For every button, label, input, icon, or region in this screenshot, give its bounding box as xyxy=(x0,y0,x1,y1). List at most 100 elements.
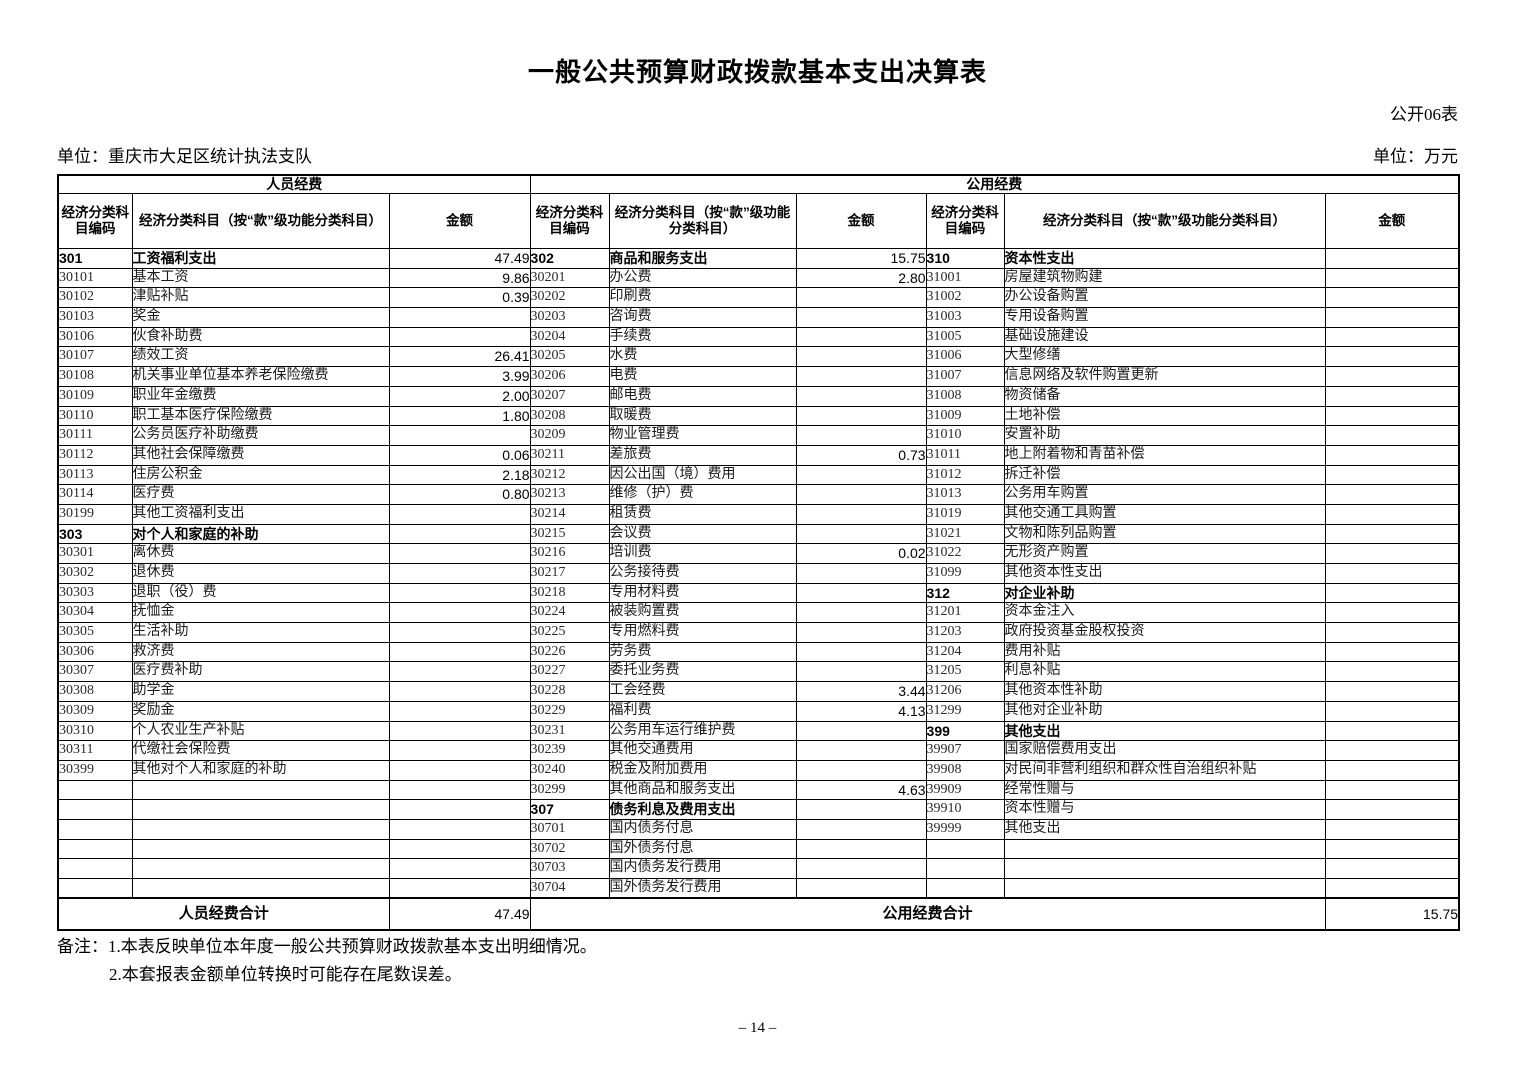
cell-subject: 其他对企业补助 xyxy=(1003,700,1326,722)
cell-amount xyxy=(388,582,531,604)
col-header-amount-3: 金额 xyxy=(1324,193,1460,249)
cell-code: 30226 xyxy=(529,641,610,663)
table-row: 30703 国内债务发行费用 xyxy=(57,858,1460,879)
cell-subject: 资本性赠与 xyxy=(1003,799,1326,820)
cell-amount xyxy=(1324,779,1460,801)
cell-code: 39907 xyxy=(925,740,1005,761)
cell-amount xyxy=(388,779,531,801)
cell-amount xyxy=(388,759,531,781)
cell-amount: 0.02 xyxy=(795,543,927,564)
cell-code: 30303 xyxy=(57,582,133,604)
cell-subject: 专用设备购置 xyxy=(1003,307,1326,328)
table-row: 30114 医疗费 0.80 30213 维修（护）费 31013 公务用车购置 xyxy=(57,484,1460,505)
notes-block: 备注：1.本表反映单位本年度一般公共预算财政拨款基本支出明细情况。 2.本套报表… xyxy=(57,933,1357,989)
cell-subject: 公务用车购置 xyxy=(1003,484,1326,505)
unit-org-label: 单位：重庆市大足区统计执法支队 xyxy=(57,147,312,166)
cell-code: 31299 xyxy=(925,700,1005,722)
cell-subject: 债务利息及费用支出 xyxy=(608,799,797,820)
cell-subject: 职业年金缴费 xyxy=(131,385,390,407)
cell-amount xyxy=(1324,563,1460,584)
cell-amount xyxy=(795,740,927,761)
cell-subject: 费用补贴 xyxy=(1003,641,1326,663)
cell-subject: 租赁费 xyxy=(608,503,797,525)
cell-amount xyxy=(1324,602,1460,624)
cell-subject: 公务用车运行维护费 xyxy=(608,720,797,742)
totals-row: 人员经费合计 47.49 公用经费合计 15.75 xyxy=(57,897,1460,932)
cell-amount: 0.39 xyxy=(388,287,531,309)
cell-amount xyxy=(1324,700,1460,722)
table-row: 30109 职业年金缴费 2.00 30207 邮电费 31008 物资储备 xyxy=(57,385,1460,407)
cell-amount xyxy=(388,700,531,722)
cell-amount xyxy=(388,641,531,663)
public-total-label: 公用经费合计 xyxy=(529,897,1326,932)
cell-code: 312 xyxy=(925,582,1005,604)
group-header-public: 公用经费 xyxy=(529,174,1460,194)
table-row: 30310 个人农业生产补贴 30231 公务用车运行维护费 399 其他支出 xyxy=(57,720,1460,742)
cell-code: 31201 xyxy=(925,602,1005,624)
cell-code: 31005 xyxy=(925,326,1005,348)
cell-subject: 退职（役）费 xyxy=(131,582,390,604)
cell-amount xyxy=(388,799,531,820)
cell-subject: 基础设施建设 xyxy=(1003,326,1326,348)
cell-subject: 培训费 xyxy=(608,543,797,564)
cell-code: 30399 xyxy=(57,759,133,781)
cell-amount: 2.80 xyxy=(795,267,927,289)
cell-code: 30107 xyxy=(57,346,133,368)
cell-subject: 商品和服务支出 xyxy=(608,248,797,269)
cell-code: 30215 xyxy=(529,523,610,545)
cell-amount: 3.99 xyxy=(388,366,531,387)
cell-code: 30224 xyxy=(529,602,610,624)
cell-subject: 物资储备 xyxy=(1003,385,1326,407)
cell-subject: 信息网络及软件购置更新 xyxy=(1003,366,1326,387)
cell-amount xyxy=(1324,385,1460,407)
cell-subject: 国家赔偿费用支出 xyxy=(1003,740,1326,761)
cell-subject: 专用材料费 xyxy=(608,582,797,604)
table-row: 30108 机关事业单位基本养老保险缴费 3.99 30206 电费 31007 信息网络及… xyxy=(57,366,1460,387)
cell-subject: 办公设备购置 xyxy=(1003,287,1326,309)
table-row: 30103 奖金 30203 咨询费 31003 专用设备购置 xyxy=(57,307,1460,328)
cell-code: 30701 xyxy=(529,818,610,840)
cell-code: 31021 xyxy=(925,523,1005,545)
cell-subject: 经常性赠与 xyxy=(1003,779,1326,801)
cell-code: 30302 xyxy=(57,563,133,584)
cell-code: 30204 xyxy=(529,326,610,348)
cell-code: 30113 xyxy=(57,464,133,486)
table-row: 303 对个人和家庭的补助 30215 会议费 31021 文物和陈列品购置 xyxy=(57,523,1460,545)
cell-amount xyxy=(388,681,531,702)
table-row: 30302 退休费 30217 公务接待费 31099 其他资本性支出 xyxy=(57,563,1460,584)
cell-subject: 房屋建筑物购建 xyxy=(1003,267,1326,289)
cell-amount xyxy=(1324,759,1460,781)
table-row: 30299 其他商品和服务支出 4.63 39909 经常性赠与 xyxy=(57,779,1460,801)
cell-amount xyxy=(1324,484,1460,505)
cell-subject: 其他对个人和家庭的补助 xyxy=(131,759,390,781)
doc-label: 公开06表 xyxy=(1390,105,1458,124)
cell-code: 30231 xyxy=(529,720,610,742)
cell-amount xyxy=(795,503,927,525)
cell-code: 31205 xyxy=(925,661,1005,683)
cell-amount: 0.80 xyxy=(388,484,531,505)
cell-amount: 4.13 xyxy=(795,700,927,722)
col-header-code-1: 经济分类科目编码 xyxy=(57,193,133,249)
cell-amount xyxy=(388,878,531,899)
cell-subject: 住房公积金 xyxy=(131,464,390,486)
cell-code xyxy=(57,858,133,879)
unit-money-label: 单位：万元 xyxy=(1373,147,1458,166)
cell-code: 30310 xyxy=(57,720,133,742)
cell-code: 31204 xyxy=(925,641,1005,663)
cell-subject: 差旅费 xyxy=(608,444,797,466)
cell-subject: 大型修缮 xyxy=(1003,346,1326,368)
cell-amount xyxy=(1324,740,1460,761)
cell-subject: 税金及附加费用 xyxy=(608,759,797,781)
cell-amount xyxy=(388,858,531,879)
cell-subject: 国内债务发行费用 xyxy=(608,858,797,879)
cell-amount xyxy=(388,307,531,328)
cell-subject: 对个人和家庭的补助 xyxy=(131,523,390,545)
col-header-subject-2: 经济分类科目（按“款”级功能分类科目） xyxy=(608,193,797,249)
cell-code: 30213 xyxy=(529,484,610,505)
cell-amount xyxy=(1324,326,1460,348)
cell-code: 30110 xyxy=(57,405,133,427)
group-header-row: 人员经费 公用经费 xyxy=(57,174,1460,194)
cell-amount xyxy=(388,563,531,584)
cell-code: 30308 xyxy=(57,681,133,702)
cell-subject: 资本性支出 xyxy=(1003,248,1326,269)
